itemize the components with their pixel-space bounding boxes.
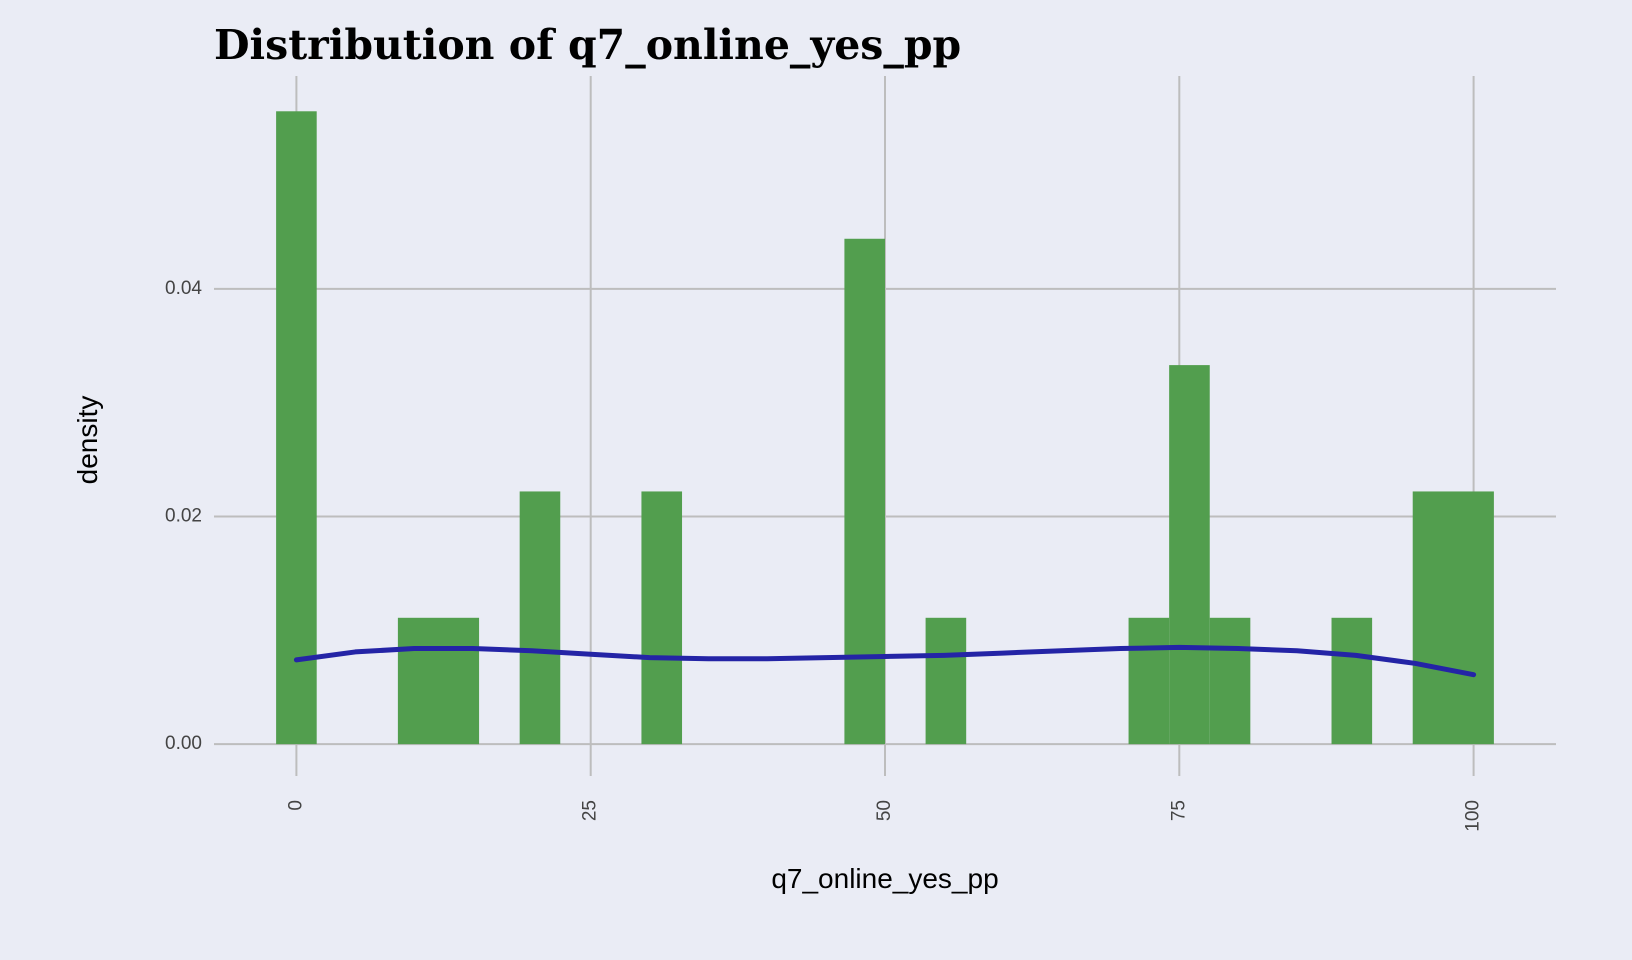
y-axis-title: density	[72, 396, 103, 485]
histogram-bar	[1128, 617, 1170, 745]
histogram-bar	[1412, 491, 1494, 745]
histogram-bar	[397, 617, 480, 745]
histogram-bar	[519, 491, 561, 745]
x-tick-label: 0	[285, 800, 306, 811]
histogram-bars	[276, 111, 1494, 745]
histogram-bar	[844, 238, 885, 745]
histogram-bar	[1169, 365, 1210, 745]
x-tick-label: 75	[1168, 800, 1189, 821]
y-tick-label: 0.00	[165, 733, 202, 754]
x-tick-label: 25	[580, 800, 601, 821]
density-curve	[293, 644, 1477, 678]
x-tick-labels: 0 25 50 75 100	[285, 800, 1483, 832]
x-tick-label: 100	[1463, 800, 1484, 832]
density-curve-layer	[293, 644, 1477, 678]
histogram-bar	[276, 111, 317, 745]
x-axis-title: q7_online_yes_pp	[771, 863, 998, 894]
y-tick-label: 0.02	[165, 506, 202, 527]
x-tick-label: 50	[874, 800, 895, 821]
chart-title: Distribution of q7_online_yes_pp	[214, 21, 961, 69]
y-tick-label: 0.04	[165, 278, 202, 299]
histogram-bar	[1209, 617, 1251, 745]
histogram-bar	[641, 491, 683, 745]
histogram-bar	[925, 617, 967, 745]
histogram-bar	[1331, 617, 1373, 745]
y-tick-labels: 0.00 0.02 0.04	[165, 278, 202, 754]
